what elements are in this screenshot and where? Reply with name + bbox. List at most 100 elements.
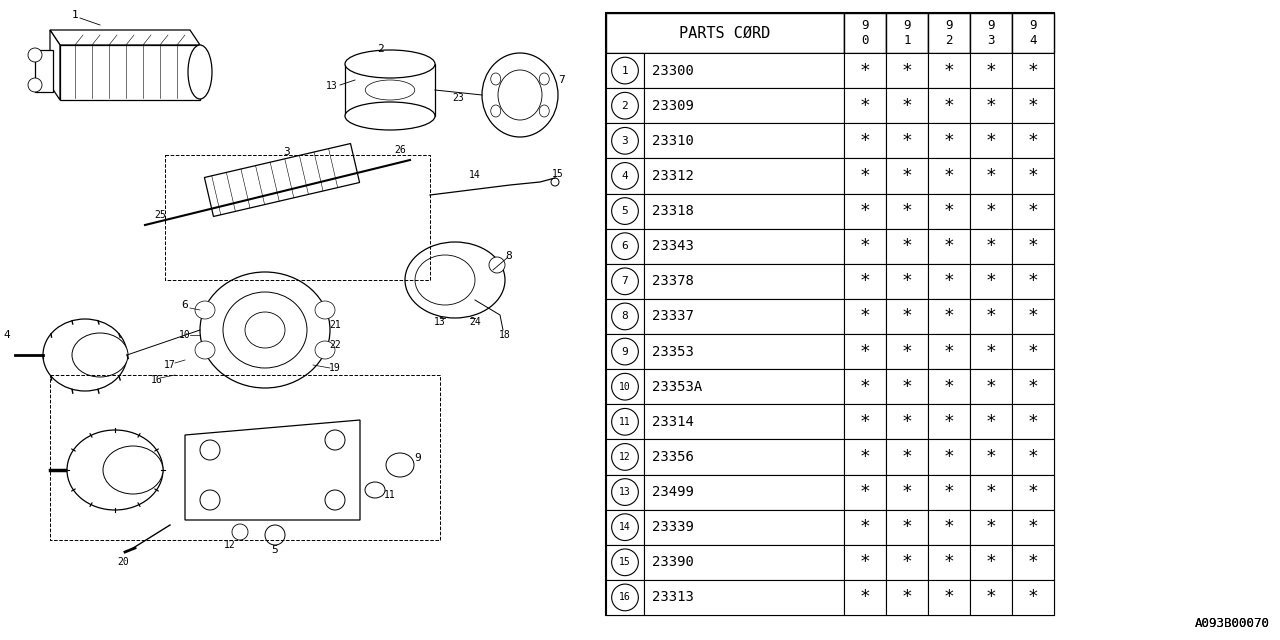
Bar xyxy=(605,299,644,334)
Text: 12: 12 xyxy=(224,540,236,550)
Text: 4: 4 xyxy=(622,171,628,181)
Text: 21: 21 xyxy=(329,320,340,330)
Ellipse shape xyxy=(195,341,215,359)
Polygon shape xyxy=(60,45,200,100)
Bar xyxy=(886,193,928,228)
Text: A093B00070: A093B00070 xyxy=(1196,617,1270,630)
Text: *: * xyxy=(986,237,996,255)
Bar xyxy=(970,334,1012,369)
Text: 16: 16 xyxy=(620,593,631,602)
Bar xyxy=(1012,228,1053,264)
Ellipse shape xyxy=(346,102,435,130)
Text: *: * xyxy=(986,518,996,536)
Bar xyxy=(644,193,844,228)
Text: *: * xyxy=(1028,61,1038,79)
Bar xyxy=(886,299,928,334)
Text: *: * xyxy=(943,167,955,185)
Ellipse shape xyxy=(387,453,413,477)
Text: 17: 17 xyxy=(164,360,175,370)
Text: 10: 10 xyxy=(179,330,191,340)
Ellipse shape xyxy=(490,105,500,117)
Bar xyxy=(928,158,970,193)
Text: *: * xyxy=(901,342,913,360)
Text: *: * xyxy=(860,202,870,220)
Bar xyxy=(928,580,970,615)
Bar xyxy=(886,88,928,124)
Text: *: * xyxy=(860,378,870,396)
Text: *: * xyxy=(943,97,955,115)
Bar xyxy=(886,509,928,545)
Bar xyxy=(605,369,644,404)
Bar xyxy=(1012,545,1053,580)
Bar xyxy=(844,404,886,440)
Bar xyxy=(970,404,1012,440)
Text: *: * xyxy=(986,554,996,572)
Text: *: * xyxy=(1028,518,1038,536)
Text: *: * xyxy=(901,202,913,220)
Bar xyxy=(1012,334,1053,369)
Bar xyxy=(844,13,886,53)
Bar xyxy=(970,193,1012,228)
Text: 23499: 23499 xyxy=(652,485,694,499)
Text: *: * xyxy=(986,97,996,115)
Bar xyxy=(886,124,928,158)
Bar xyxy=(644,299,844,334)
Bar xyxy=(605,264,644,299)
Ellipse shape xyxy=(489,257,506,273)
Bar xyxy=(928,299,970,334)
Text: PARTS CØRD: PARTS CØRD xyxy=(680,26,771,40)
Bar xyxy=(928,228,970,264)
Ellipse shape xyxy=(404,242,506,318)
Bar xyxy=(844,158,886,193)
Text: *: * xyxy=(1028,588,1038,607)
Ellipse shape xyxy=(550,178,559,186)
Bar xyxy=(970,509,1012,545)
Bar xyxy=(644,158,844,193)
Text: *: * xyxy=(901,237,913,255)
Bar xyxy=(346,64,435,116)
Ellipse shape xyxy=(539,105,549,117)
Bar xyxy=(644,53,844,88)
Ellipse shape xyxy=(232,524,248,540)
Text: 23353A: 23353A xyxy=(652,380,703,394)
Text: *: * xyxy=(901,448,913,466)
Ellipse shape xyxy=(498,70,541,120)
Text: *: * xyxy=(860,448,870,466)
Text: 9
1: 9 1 xyxy=(904,19,911,47)
Text: *: * xyxy=(901,483,913,501)
Text: 15: 15 xyxy=(552,169,564,179)
Bar xyxy=(644,580,844,615)
Bar xyxy=(886,13,928,53)
Text: 3: 3 xyxy=(284,147,291,157)
Bar xyxy=(844,228,886,264)
Bar xyxy=(1012,580,1053,615)
Text: 23378: 23378 xyxy=(652,275,694,288)
Ellipse shape xyxy=(44,319,127,391)
Bar xyxy=(970,299,1012,334)
Text: 23300: 23300 xyxy=(652,63,694,77)
Ellipse shape xyxy=(365,482,385,498)
Text: 13: 13 xyxy=(326,81,338,91)
Bar xyxy=(605,53,644,88)
Text: 9: 9 xyxy=(622,347,628,356)
Text: 13: 13 xyxy=(434,317,445,327)
Text: *: * xyxy=(901,588,913,607)
Bar xyxy=(1012,474,1053,509)
Text: *: * xyxy=(1028,554,1038,572)
Text: *: * xyxy=(860,413,870,431)
Text: *: * xyxy=(986,132,996,150)
Polygon shape xyxy=(186,420,360,520)
Text: 19: 19 xyxy=(329,363,340,373)
Ellipse shape xyxy=(315,301,335,319)
Text: 9
4: 9 4 xyxy=(1029,19,1037,47)
Text: *: * xyxy=(943,342,955,360)
Bar xyxy=(1012,88,1053,124)
Bar xyxy=(644,509,844,545)
Bar xyxy=(1012,369,1053,404)
Bar xyxy=(1012,264,1053,299)
Bar xyxy=(886,228,928,264)
Bar xyxy=(928,13,970,53)
Bar xyxy=(886,404,928,440)
Text: 15: 15 xyxy=(620,557,631,567)
Bar xyxy=(605,580,644,615)
